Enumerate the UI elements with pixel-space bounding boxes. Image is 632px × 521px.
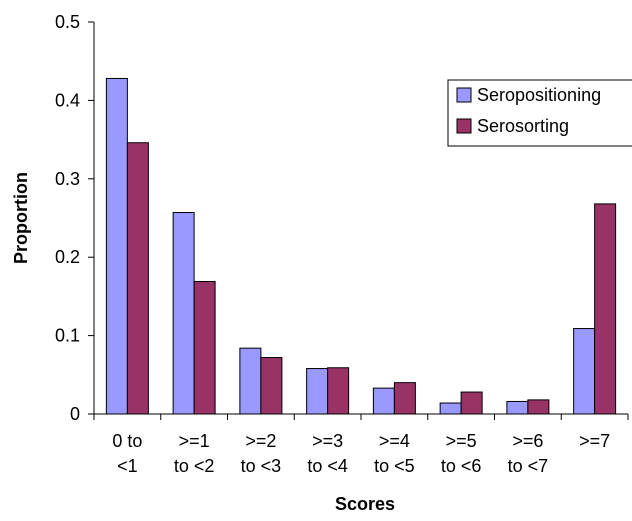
x-tick-label: >=2 bbox=[245, 431, 276, 451]
y-axis-title: Proportion bbox=[11, 172, 31, 264]
x-tick-label: >=4 bbox=[379, 431, 410, 451]
x-tick-label: to <6 bbox=[441, 456, 482, 476]
x-tick-label: >=3 bbox=[312, 431, 343, 451]
bar-seropositioning-0 bbox=[105, 77, 128, 415]
bar-seropositioning-5 bbox=[439, 402, 462, 415]
x-tick-label: to <2 bbox=[174, 456, 215, 476]
x-tick-label: to <3 bbox=[241, 456, 282, 476]
legend-swatch-serosorting bbox=[456, 118, 472, 134]
bar-seropositioning-2 bbox=[239, 347, 262, 415]
x-tick-label: >=1 bbox=[179, 431, 210, 451]
x-tick-label: >=6 bbox=[512, 431, 543, 451]
bar-serosorting-4 bbox=[393, 382, 416, 415]
legend: Seropositioning Serosorting bbox=[447, 79, 632, 147]
x-tick-label: <1 bbox=[117, 456, 138, 476]
x-tick-label: to <5 bbox=[374, 456, 415, 476]
legend-box bbox=[447, 79, 632, 147]
legend-label-serosorting: Serosorting bbox=[477, 116, 569, 136]
y-ticks-group: 0 0.1 0.2 0.3 0.4 0.5 bbox=[55, 12, 94, 424]
x-tick-label: >=7 bbox=[579, 431, 610, 451]
y-tick-label: 0 bbox=[70, 404, 80, 424]
y-tick-label: 0.3 bbox=[55, 169, 80, 189]
bar-seropositioning-7 bbox=[573, 328, 596, 415]
x-axis-title: Scores bbox=[335, 494, 395, 514]
bar-serosorting-0 bbox=[126, 142, 149, 415]
bar-seropositioning-6 bbox=[506, 400, 529, 415]
y-tick-label: 0.1 bbox=[55, 326, 80, 346]
y-tick-label: 0.4 bbox=[55, 90, 80, 110]
y-tick-label: 0.5 bbox=[55, 12, 80, 32]
bar-serosorting-1 bbox=[193, 281, 216, 415]
bar-serosorting-5 bbox=[460, 391, 483, 415]
bar-seropositioning-1 bbox=[172, 212, 195, 415]
x-tick-label: to <4 bbox=[307, 456, 348, 476]
legend-label-seropositioning: Seropositioning bbox=[477, 85, 601, 105]
bar-serosorting-7 bbox=[594, 203, 617, 415]
bar-seropositioning-3 bbox=[306, 368, 329, 415]
bar-serosorting-2 bbox=[260, 357, 283, 415]
bars-group bbox=[105, 77, 617, 415]
x-tick-label: to <7 bbox=[508, 456, 549, 476]
bar-seropositioning-4 bbox=[372, 387, 395, 415]
legend-swatch-seropositioning bbox=[456, 87, 472, 103]
bar-serosorting-6 bbox=[527, 399, 550, 415]
bar-serosorting-3 bbox=[327, 367, 350, 415]
x-ticks-group: 0 to <1 >=1 to <2 >=2 to <3 >=3 to <4 >=4 to <5 >=… bbox=[93, 414, 629, 476]
x-tick-label: 0 to bbox=[112, 431, 142, 451]
y-tick-label: 0.2 bbox=[55, 247, 80, 267]
x-tick-label: >=5 bbox=[446, 431, 477, 451]
